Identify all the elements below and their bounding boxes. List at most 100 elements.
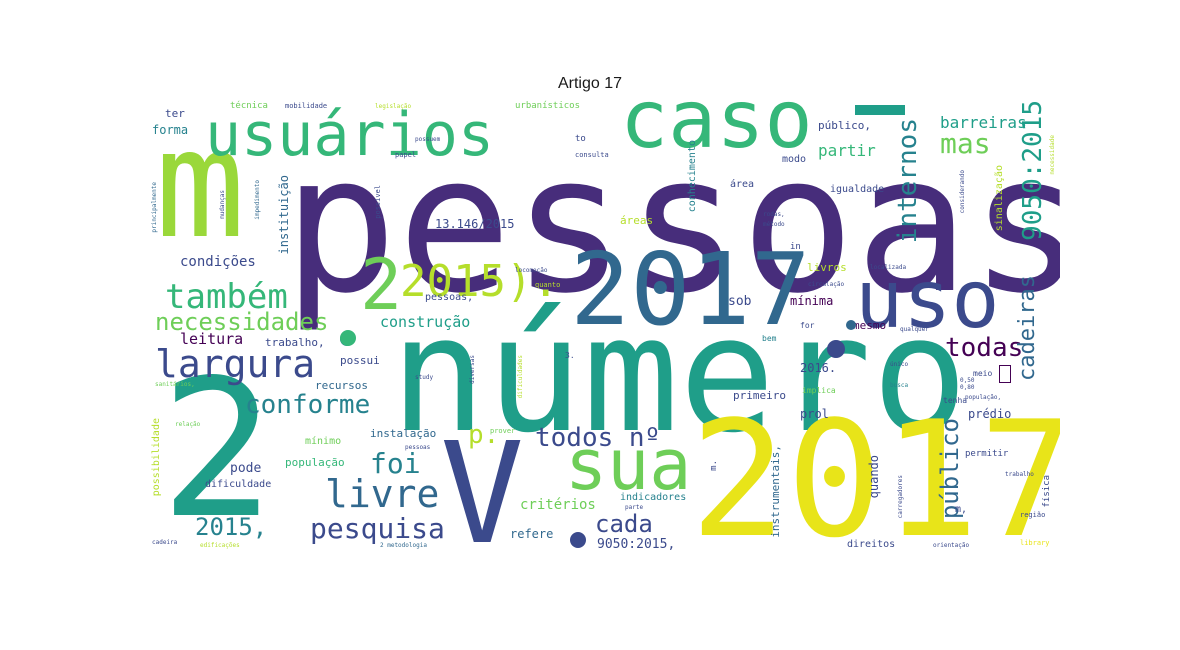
word-permitir: permitir <box>965 449 1009 459</box>
dot-mark-4 <box>827 340 845 358</box>
word-pessoas-small: pessoas <box>405 444 431 451</box>
word-13146: 13.146/2015 <box>435 217 515 231</box>
word-cadeiras: cadeiras <box>1015 275 1040 381</box>
word-dificuldade: dificuldade <box>205 479 272 490</box>
word-pessoas-comma: pessoas, <box>425 292 474 303</box>
word-mesmo: mesmo <box>853 319 887 332</box>
word-circulacao: circulação <box>808 281 845 288</box>
word-pessoas: pessoas <box>283 114 1060 335</box>
word-m-big: m <box>155 100 246 272</box>
word-minima: mínima <box>790 294 834 308</box>
word-indicadores: indicadores <box>620 492 687 503</box>
word-partir: partir <box>818 141 876 160</box>
word-igualdade: igualdade <box>830 184 885 195</box>
word-edificacoes: edificações <box>200 542 240 549</box>
word-forma: forma <box>152 123 189 137</box>
word-predio: prédio <box>968 407 1012 421</box>
word-tenha: tenha <box>943 396 968 405</box>
word-0-50: 0,50 <box>960 377 975 384</box>
word-possuem: possuem <box>415 136 441 143</box>
word-internos: internos <box>893 118 923 244</box>
word-foi: foi <box>370 447 421 480</box>
dot-mark-3 <box>570 532 586 548</box>
word-possui: possui <box>340 354 380 367</box>
word-mas: mas <box>940 127 991 160</box>
word-for: for <box>800 321 815 330</box>
word-library: library <box>1020 539 1050 547</box>
word-m-comma: m, <box>955 504 968 515</box>
word-localizada: localizada <box>870 264 907 271</box>
word-publico-comma: público, <box>818 119 871 132</box>
word-criterios: critérios <box>520 497 596 513</box>
word-parte: parte <box>625 504 644 511</box>
word-tecnica: técnica <box>230 101 268 111</box>
word-minimo: mínimo <box>305 436 342 447</box>
word-carregadores: carregadores <box>897 475 904 519</box>
word-2017-big: 2017 <box>690 386 1060 556</box>
word-areas: áreas <box>620 214 654 227</box>
word-orientacao: orientação <box>933 542 970 549</box>
word-impedimento: impedimento <box>254 180 261 220</box>
word-prol: prol <box>800 407 829 421</box>
word-livre: livre <box>325 472 440 516</box>
word-principalmente: principalmente <box>151 182 158 233</box>
word-urbanisticos: urbanísticos <box>515 101 581 111</box>
word-9050-comma: 9050:2015, <box>597 537 676 552</box>
word-qualquer: qualquer <box>900 326 929 333</box>
word-construcao: construção <box>380 313 471 331</box>
word-dificuldades: dificuldades <box>517 355 524 399</box>
word-sua: sua <box>565 424 692 506</box>
word-quando: quando <box>867 455 881 499</box>
word-leitura: leitura <box>180 330 244 348</box>
word-necessidade: necessidade <box>1049 135 1056 175</box>
word-conhecimento: conhecimento <box>687 140 698 213</box>
word-prover: prover <box>490 427 516 435</box>
bar-mark <box>855 105 905 115</box>
dot-mark-2 <box>340 330 356 346</box>
word-todas: todas <box>945 333 1024 363</box>
word-sob: sob <box>728 294 752 309</box>
word-numero: número <box>390 281 968 468</box>
word-primeiro: primeiro <box>733 389 786 402</box>
word-in: in <box>790 242 801 252</box>
word-p: p. <box>468 420 500 450</box>
word-2-mid: 2 <box>360 244 403 326</box>
word-sinalizacao: sinalização <box>994 165 1005 232</box>
word-2015-comma: 2015, <box>195 513 268 541</box>
word-pesquisa: pesquisa <box>310 512 445 545</box>
word-fisica: física <box>1042 475 1052 508</box>
word-uso: uso <box>855 253 1000 346</box>
word-modo: modo <box>782 154 807 165</box>
word-trabalho-small: trabalho <box>1005 471 1034 478</box>
word-ter: ter <box>165 107 185 120</box>
word-busca: busca <box>890 382 909 389</box>
word-usuarios: usuários <box>205 100 494 170</box>
dot-mark-5 <box>846 320 856 330</box>
word-trabalho: trabalho, <box>265 336 325 349</box>
word-sanitarios: sanitários, <box>155 381 195 388</box>
word-pode: pode <box>230 461 262 476</box>
word-barreiras: barreiras <box>940 113 1027 132</box>
word-area: área <box>730 179 755 190</box>
word-bem: bem <box>762 334 777 343</box>
word-mobilidade: mobilidade <box>285 102 328 110</box>
word-direitos: direitos <box>847 539 896 550</box>
word-metodo: método <box>763 221 785 228</box>
word-cada: cada <box>595 510 653 538</box>
word-considerando: considerando <box>959 170 966 214</box>
word-mudancas: mudanças <box>219 190 226 219</box>
word-m-dot: m. <box>709 460 719 471</box>
word-diversas: diversas <box>469 355 476 384</box>
word-meio: meio <box>973 369 993 378</box>
word-caso: caso <box>620 100 813 166</box>
word-quanto: quanto <box>535 281 561 289</box>
word-conforme: conforme <box>245 390 371 420</box>
word-populacao-comma: população, <box>965 394 1002 401</box>
word-implica: implica <box>802 386 836 395</box>
box-mark <box>999 365 1011 383</box>
word-condicoes: condições <box>180 254 256 270</box>
word-metodologia: 2 metodologia <box>380 542 427 549</box>
word-refere: refere <box>510 527 554 541</box>
word-instrumentais: instrumentais, <box>769 445 782 538</box>
word-livros: livros <box>807 261 847 274</box>
